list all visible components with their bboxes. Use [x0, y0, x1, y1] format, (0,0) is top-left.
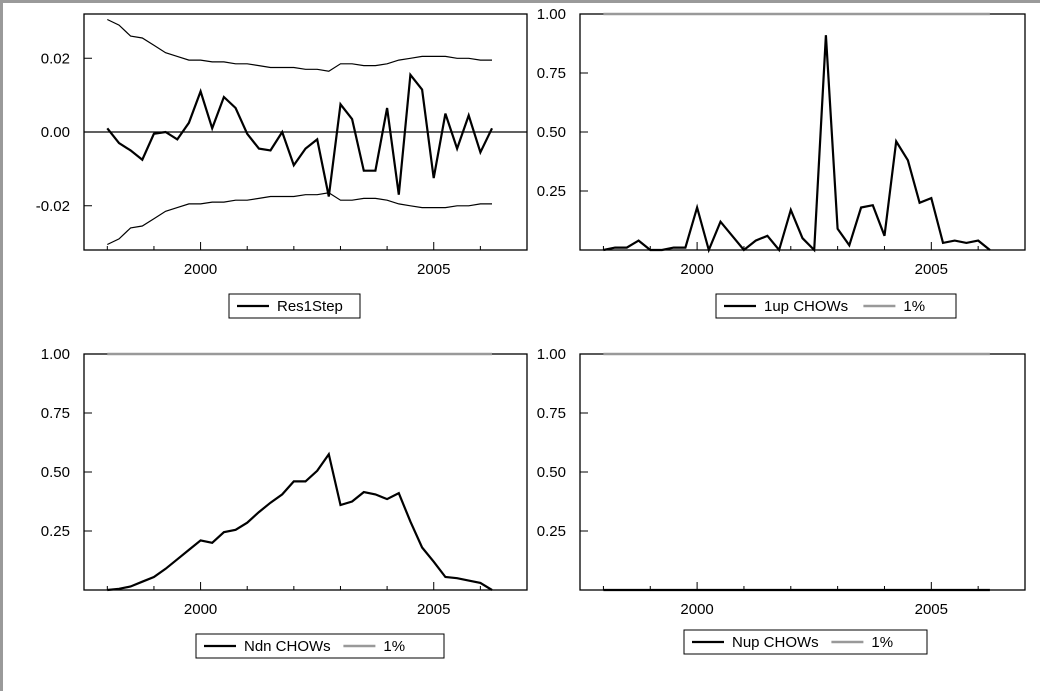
series-line [603, 35, 991, 254]
x-tick-label: 2005 [915, 601, 948, 618]
legend-label: 1% [383, 638, 405, 655]
x-tick-label: 2005 [417, 601, 450, 618]
error-band-upper-band [107, 18, 492, 72]
series-line [106, 71, 493, 197]
x-tick-label: 2005 [417, 261, 450, 278]
legend: Nup CHOWs 1% [683, 629, 928, 655]
y-tick-label: 0.25 [537, 183, 566, 200]
y-tick-label: 1.00 [41, 346, 70, 363]
y-tick-label: -0.02 [36, 198, 70, 215]
legend: Res1Step [228, 293, 361, 319]
legend: 1up CHOWs 1% [715, 293, 957, 319]
legend-box [195, 633, 445, 659]
legend-label: 1up CHOWs [764, 298, 848, 315]
x-tick-label: 2005 [915, 261, 948, 278]
y-tick-label: 0.25 [537, 523, 566, 540]
y-tick-label: 0.75 [41, 405, 70, 422]
plot-frame [83, 353, 528, 591]
legend-label: 1% [903, 298, 925, 315]
x-tick-label: 2000 [680, 601, 713, 618]
y-tick-label: 0.50 [41, 464, 70, 481]
y-tick-label: 0.25 [41, 523, 70, 540]
legend-label: 1% [871, 634, 893, 651]
y-tick-label: 1.00 [537, 346, 566, 363]
y-tick-label: 0.50 [537, 464, 566, 481]
y-tick-label: 1.00 [537, 6, 566, 23]
y-tick-label: 0.00 [41, 124, 70, 141]
plot-frame [579, 353, 1026, 591]
legend: Ndn CHOWs 1% [195, 633, 445, 659]
x-tick-label: 2000 [680, 261, 713, 278]
chart-panel-2: 1.00 0.75 0.50 0.25 2000 2005 1up CHOWs 1% [537, 6, 1026, 319]
legend-label: Ndn CHOWs [244, 638, 331, 655]
plot-frame [579, 13, 1026, 251]
y-tick-label: 0.02 [41, 50, 70, 67]
y-tick-label: 0.75 [537, 65, 566, 82]
legend-box [683, 629, 928, 655]
chart-panel-1: 0.02 0.00 -0.02 2000 2005 Res1Step [36, 13, 528, 319]
x-tick-label: 2000 [184, 601, 217, 618]
legend-label: Res1Step [277, 298, 343, 315]
error-band-lower-band [107, 192, 492, 246]
y-tick-label: 0.75 [537, 405, 566, 422]
chart-panel-4: 1.00 0.75 0.50 0.25 2000 2005 Nup CHOWs 1% [537, 346, 1026, 655]
chart-panel-3: 1.00 0.75 0.50 0.25 2000 2005 Ndn CHOWs 1% [41, 346, 528, 659]
series-line [107, 451, 493, 592]
legend-label: Nup CHOWs [732, 634, 819, 651]
y-tick-label: 0.50 [537, 124, 566, 141]
x-tick-label: 2000 [184, 261, 217, 278]
